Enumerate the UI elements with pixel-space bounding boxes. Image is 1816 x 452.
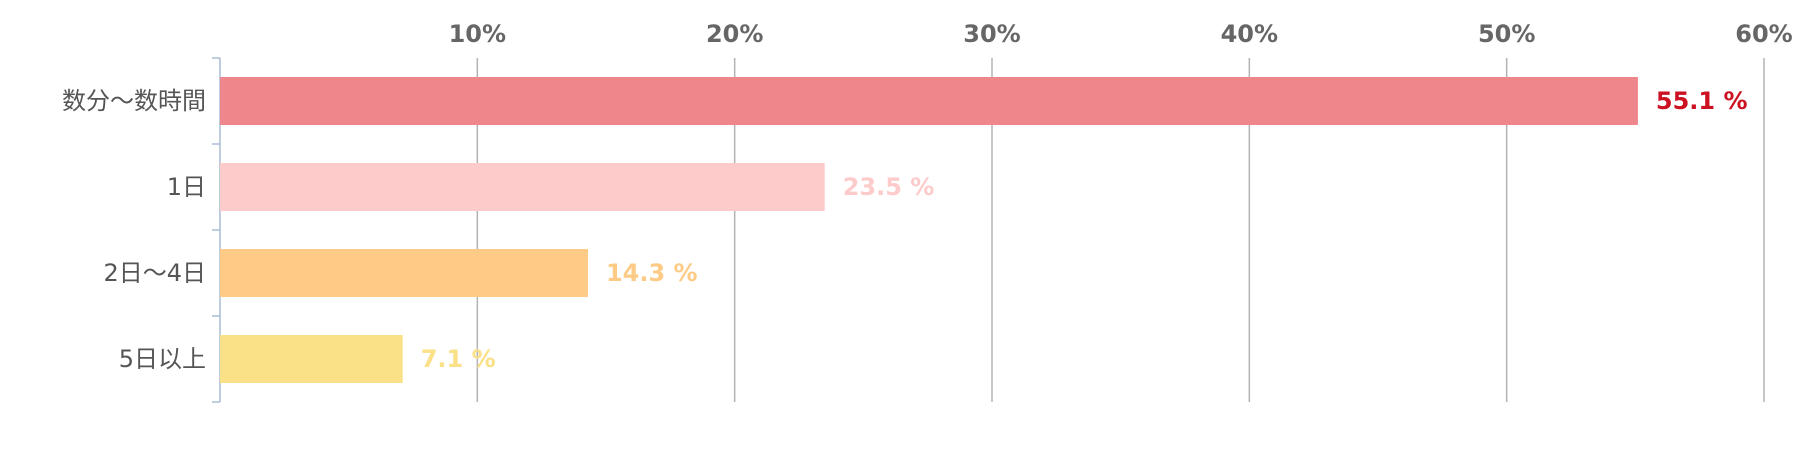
bar xyxy=(220,163,825,211)
category-label: 数分～数時間 xyxy=(62,87,206,115)
data-label: 14.3 % xyxy=(606,259,698,287)
x-tick-label: 40% xyxy=(1221,20,1278,48)
data-label: 7.1 % xyxy=(421,345,496,373)
x-tick-label: 20% xyxy=(706,20,763,48)
bar xyxy=(220,77,1638,125)
x-tick-label: 30% xyxy=(963,20,1020,48)
x-tick-label: 60% xyxy=(1735,20,1792,48)
data-label: 23.5 % xyxy=(843,173,935,201)
labels: 10% 20% 30% 40% 50% 60% 数分～数時間 55.1 % 1日 23.5 % 2日… xyxy=(62,20,1793,373)
x-tick-label: 10% xyxy=(449,20,506,48)
bar xyxy=(220,249,588,297)
data-label: 55.1 % xyxy=(1656,87,1748,115)
category-label: 2日～4日 xyxy=(103,259,206,287)
bars xyxy=(220,77,1638,383)
x-tick-label: 50% xyxy=(1478,20,1535,48)
y-axis xyxy=(212,57,221,403)
bar xyxy=(220,335,403,383)
category-label: 5日以上 xyxy=(119,345,206,373)
category-label: 1日 xyxy=(167,173,206,201)
